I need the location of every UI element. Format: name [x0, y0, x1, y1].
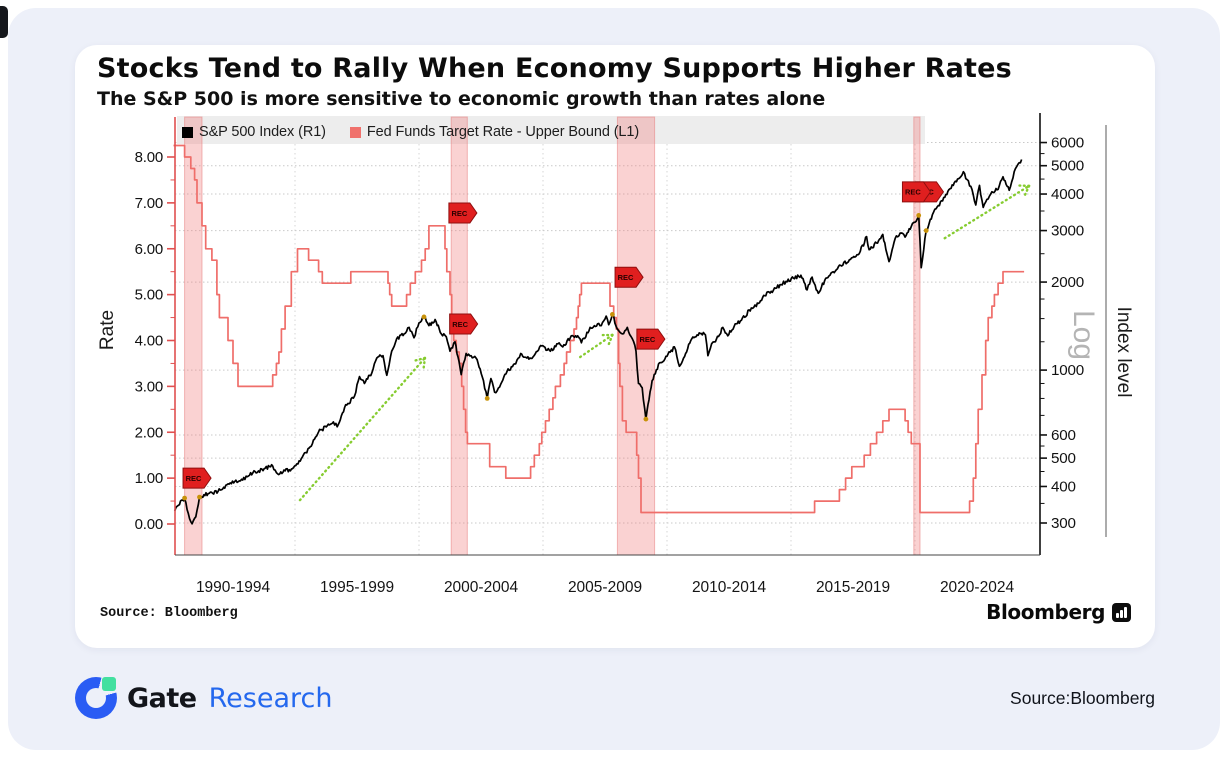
svg-text:4000: 4000 [1051, 186, 1084, 203]
svg-text:1.00: 1.00 [135, 470, 163, 487]
svg-text:1000: 1000 [1051, 362, 1084, 379]
svg-text:300: 300 [1051, 515, 1076, 532]
svg-text:2000-2004: 2000-2004 [444, 579, 519, 596]
svg-text:REC: REC [451, 209, 467, 218]
svg-text:7.00: 7.00 [135, 195, 163, 212]
svg-text:5.00: 5.00 [135, 287, 163, 304]
svg-text:5000: 5000 [1051, 158, 1084, 175]
chart-title: Stocks Tend to Rally When Economy Suppor… [97, 53, 1012, 84]
svg-text:3000: 3000 [1051, 223, 1084, 240]
gate-brand-text: Gate [127, 682, 197, 714]
svg-text:3.00: 3.00 [135, 378, 163, 395]
svg-text:REC: REC [905, 188, 921, 197]
gate-research-brand: Gate Research [75, 677, 332, 719]
footer: Gate Research Source:Bloomberg [75, 672, 1155, 724]
legend-item-fedfunds: Fed Funds Target Rate - Upper Bound (L1) [349, 124, 640, 140]
svg-text:2000: 2000 [1051, 274, 1084, 291]
svg-text:REC: REC [452, 320, 468, 329]
svg-text:8.00: 8.00 [135, 149, 163, 166]
research-brand-text: Research [208, 682, 333, 714]
svg-text:2.00: 2.00 [135, 424, 163, 441]
gate-logo-icon [75, 677, 117, 719]
legend-label-sp500: S&P 500 Index (R1) [199, 124, 326, 140]
svg-text:2010-2014: 2010-2014 [692, 579, 767, 596]
bloomberg-brand: Bloomberg [986, 600, 1131, 624]
fed-funds-swatch-icon [349, 126, 361, 138]
footer-source-text: Source:Bloomberg [1010, 687, 1155, 708]
svg-text:6.00: 6.00 [135, 241, 163, 258]
svg-text:0.00: 0.00 [135, 516, 163, 533]
svg-text:2005-2009: 2005-2009 [568, 579, 642, 596]
rate-axis-label: Rate [97, 309, 118, 351]
svg-text:2015-2019: 2015-2019 [816, 579, 890, 596]
svg-text:6000: 6000 [1051, 135, 1084, 152]
sp500-swatch-icon [182, 126, 193, 138]
chart-legend: S&P 500 Index (R1) Fed Funds Target Rate… [182, 119, 639, 145]
svg-text:400: 400 [1051, 478, 1076, 495]
legend-label-fedfunds: Fed Funds Target Rate - Upper Bound (L1) [366, 124, 640, 140]
svg-text:500: 500 [1051, 450, 1076, 467]
svg-text:1995-1999: 1995-1999 [320, 579, 394, 596]
chart-subtitle: The S&P 500 is more sensitive to economi… [97, 88, 826, 110]
bloomberg-wordmark: Bloomberg [986, 600, 1105, 624]
chart-canvas: RECRECRECRECRECRECREC8.007.006.005.004.0… [135, 113, 1107, 596]
legend-item-sp500: S&P 500 Index (R1) [182, 124, 326, 140]
svg-text:1990-1994: 1990-1994 [196, 579, 271, 596]
chart-card: Stocks Tend to Rally When Economy Suppor… [75, 45, 1155, 648]
svg-text:2020-2024: 2020-2024 [940, 579, 1015, 596]
window-corner-accent [0, 6, 8, 38]
svg-text:REC: REC [618, 273, 634, 282]
index-level-axis-label: Index level [1113, 306, 1134, 398]
source-note: Source: Bloomberg [100, 606, 238, 621]
svg-text:REC: REC [639, 335, 655, 344]
svg-text:REC: REC [186, 474, 202, 483]
svg-text:4.00: 4.00 [135, 333, 163, 350]
log-scale-watermark: Log [1067, 309, 1100, 361]
bloomberg-logo-icon [1112, 602, 1131, 622]
svg-text:600: 600 [1051, 427, 1076, 444]
